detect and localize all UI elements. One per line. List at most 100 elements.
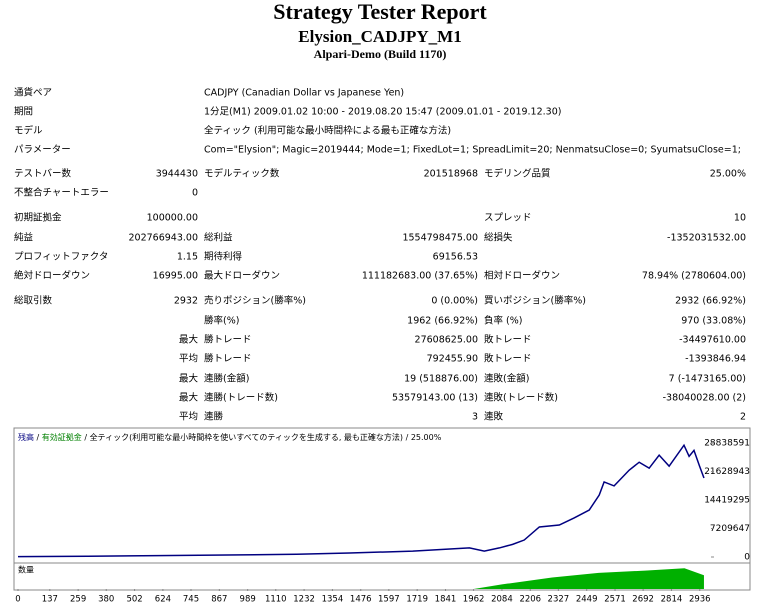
- x-tick-label: 2449: [576, 595, 598, 605]
- x-tick-label: 2692: [632, 595, 654, 605]
- cell-value: 2932 (66.92%): [675, 296, 746, 307]
- cell-label: スプレッド: [484, 213, 532, 224]
- chart-legend: 残高 / 有効証拠金 / 全ティック(利用可能な最小時間枠を使いすべてのティック…: [18, 432, 442, 442]
- cell-label: 勝率(%): [204, 315, 239, 327]
- cell-label: 総損失: [484, 232, 513, 244]
- cell-value: -1393846.94: [685, 354, 746, 365]
- cell-label: モデル: [14, 125, 43, 137]
- x-tick-label: 1597: [378, 595, 400, 605]
- cell-label: モデルティック数: [204, 168, 280, 180]
- chart-frame: [13, 427, 751, 564]
- x-tick-label: 2936: [689, 595, 711, 605]
- cell-label: Com="Elysion"; Magic=2019444; Mode=1; Fi…: [204, 145, 741, 156]
- cell-value: 25.00%: [710, 169, 746, 180]
- legend-separator: /: [34, 433, 42, 442]
- cell-label: 初期証拠金: [14, 212, 62, 224]
- cell-label: 全ティック (利用可能な最小時間枠による最も正確な方法): [204, 125, 451, 137]
- cell-value: 2932: [174, 296, 198, 307]
- cell-label: 勝トレード: [204, 334, 252, 346]
- x-tick-label: 745: [183, 595, 199, 605]
- server-name: Alpari-Demo (Build 1170): [314, 47, 447, 61]
- cell-value: 53579143.00 (13): [392, 393, 478, 404]
- cell-value: 100000.00: [147, 213, 198, 224]
- cell-label: 総取引数: [14, 295, 53, 307]
- x-tick-label: 2571: [604, 595, 626, 605]
- cell-value: -1352031532.00: [667, 233, 746, 244]
- legend-separator: /: [82, 433, 90, 442]
- x-tick-label: 1962: [463, 595, 485, 605]
- legend-entry: 有効証拠金: [42, 432, 82, 442]
- cell-value: 1962 (66.92%): [407, 316, 478, 327]
- cell-label: 敗トレード: [484, 334, 532, 346]
- cell-value: 10: [734, 213, 746, 224]
- cell-value: 19 (518876.00): [404, 374, 478, 385]
- y-tick-label: 21628943: [704, 467, 750, 477]
- cell-value: 16995.00: [153, 271, 198, 282]
- volume-label: 数量: [18, 565, 34, 575]
- x-tick-label: 1476: [350, 595, 372, 605]
- cell-label: 純益: [14, 232, 34, 244]
- x-tick-label: 0: [15, 595, 20, 605]
- cell-label: 総利益: [204, 232, 233, 244]
- cell-label: 負率 (%): [484, 315, 522, 327]
- cell-label: 不整合チャートエラー: [14, 187, 109, 199]
- cell-label: CADJPY (Canadian Dollar vs Japanese Yen): [204, 88, 404, 99]
- cell-label: 連勝: [204, 411, 224, 423]
- x-tick-label: 1354: [322, 595, 344, 605]
- cell-value: 202766943.00: [128, 233, 198, 244]
- cell-value: 792455.90: [427, 354, 478, 365]
- cell-label: 1分足(M1) 2009.01.02 10:00 - 2019.08.20 15…: [204, 107, 561, 118]
- cell-value: 最大: [179, 373, 199, 385]
- cell-label: 絶対ドローダウン: [14, 270, 90, 282]
- cell-label: 勝トレード: [204, 353, 252, 365]
- cell-value: 3944430: [156, 169, 198, 180]
- legend-entry: 全ティック(利用可能な最小時間枠を使いすべてのティックを生成する, 最も正確な方…: [90, 432, 403, 442]
- legend-entry: 25.00%: [411, 433, 442, 442]
- cell-value: -38040028.00 (2): [663, 393, 746, 404]
- cell-value: 27608625.00: [415, 335, 478, 346]
- cell-value: 0 (0.00%): [431, 296, 478, 307]
- x-tick-label: 2206: [519, 595, 541, 605]
- x-tick-label: 137: [42, 595, 58, 605]
- cell-value: 201518968: [424, 169, 478, 180]
- cell-value: 111182683.00 (37.65%): [362, 271, 478, 282]
- cell-value: 平均: [179, 411, 198, 423]
- cell-value: -34497610.00: [679, 335, 746, 346]
- x-tick-label: 1719: [406, 595, 428, 605]
- x-tick-label: 1841: [435, 595, 457, 605]
- x-tick-label: 867: [211, 595, 227, 605]
- cell-value: 3: [472, 412, 478, 423]
- x-tick-label: 989: [240, 595, 256, 605]
- report-title: Strategy Tester Report: [273, 0, 487, 24]
- x-tick-label: 2814: [661, 595, 683, 605]
- cell-label: 売りポジション(勝率%): [204, 295, 306, 307]
- cell-value: 最大: [179, 392, 199, 404]
- x-tick-label: 2084: [491, 595, 513, 605]
- x-tick-label: 259: [70, 595, 86, 605]
- y-tick-label: 14419295: [704, 496, 750, 506]
- legend-entry: 残高: [18, 432, 34, 442]
- cell-label: 敗トレード: [484, 353, 532, 365]
- cell-label: パラメーター: [14, 145, 71, 156]
- x-tick-label: 1110: [265, 595, 287, 605]
- cell-label: 最大ドローダウン: [204, 270, 280, 282]
- cell-label: 相対ドローダウン: [484, 270, 560, 282]
- cell-value: 2: [740, 412, 746, 423]
- cell-value: 970 (33.08%): [681, 316, 746, 327]
- cell-value: 最大: [179, 334, 199, 346]
- cell-label: テストバー数: [14, 168, 72, 180]
- cell-value: 1.15: [177, 252, 198, 263]
- cell-value: 1554798475.00: [402, 233, 478, 244]
- cell-value: 平均: [179, 353, 198, 365]
- y-tick-label: 0: [744, 553, 750, 563]
- cell-value: 78.94% (2780604.00): [642, 271, 746, 282]
- x-tick-label: 2327: [548, 595, 570, 605]
- cell-value: 0: [192, 188, 198, 199]
- cell-label: 通貨ペア: [14, 87, 52, 99]
- x-tick-label: 624: [155, 595, 171, 605]
- legend-separator: /: [403, 433, 411, 442]
- x-tick-label: 1232: [293, 595, 315, 605]
- cell-label: 期間: [14, 107, 33, 118]
- y-tick-label: 28838591: [704, 439, 750, 449]
